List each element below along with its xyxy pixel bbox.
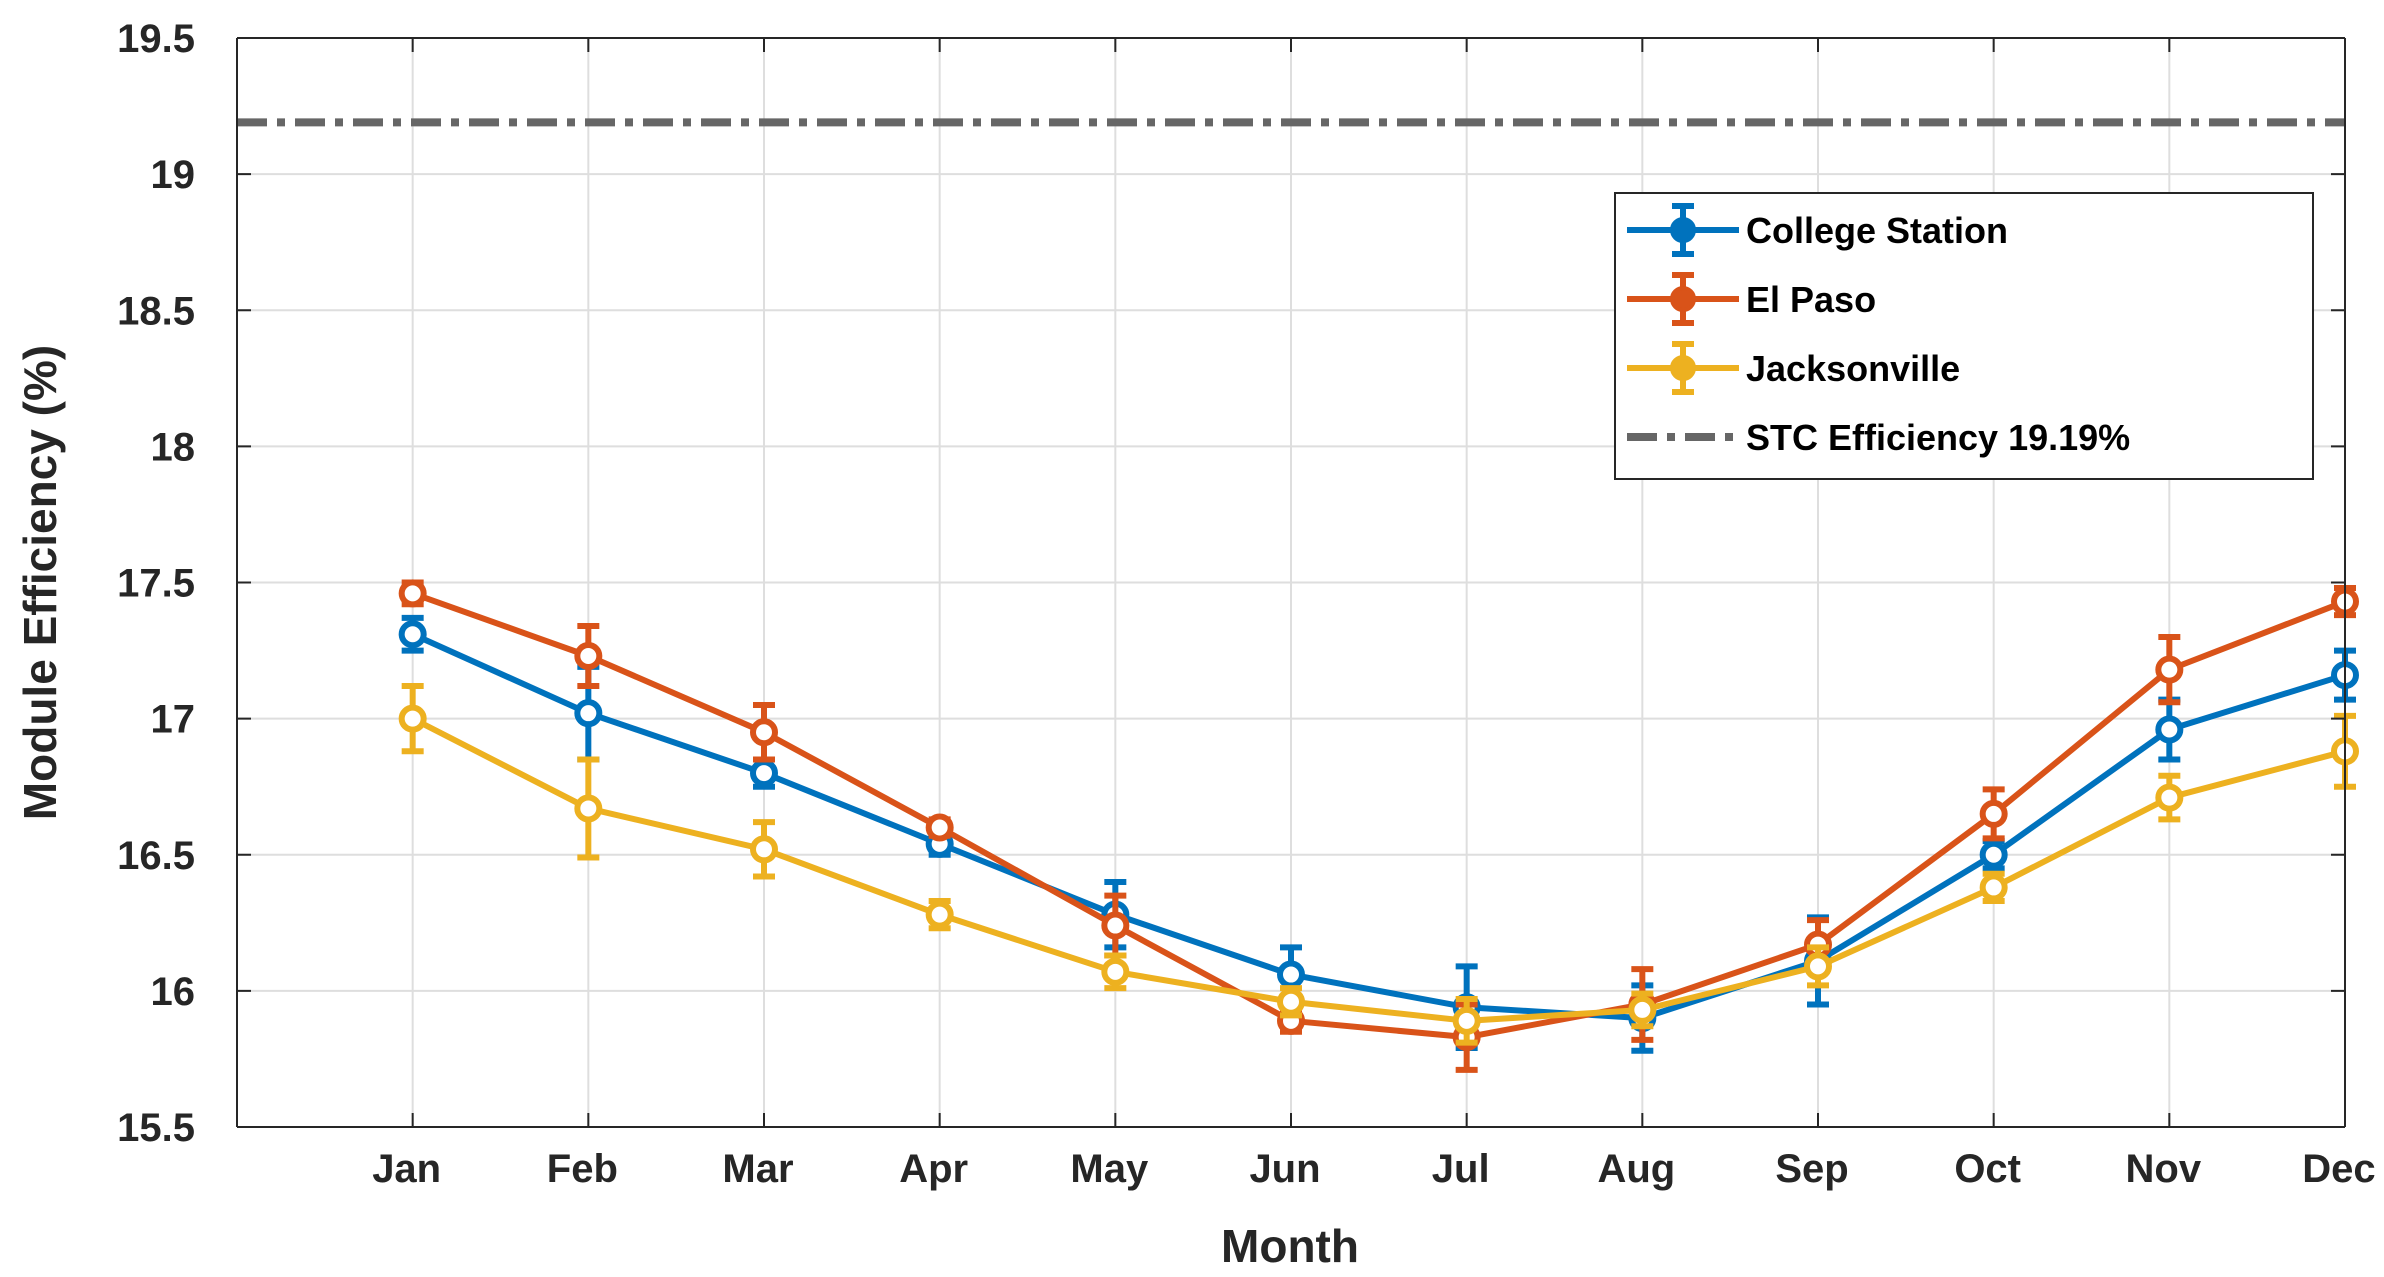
x-tick-label: Aug <box>1597 1147 1675 1191</box>
y-tick-label: 17 <box>151 698 196 742</box>
data-point <box>1979 873 2008 902</box>
data-point <box>574 794 603 823</box>
legend-entry-stc: STC Efficiency 19.19% <box>1627 417 2130 458</box>
legend-swatch-marker <box>1670 286 1696 312</box>
data-point <box>2155 655 2184 684</box>
y-tick-label: 15.5 <box>117 1106 195 1150</box>
y-tick-label: 18.5 <box>117 289 195 333</box>
x-tick-label: Jul <box>1432 1147 1490 1191</box>
data-point <box>398 704 427 733</box>
x-tick-label: Mar <box>722 1147 793 1191</box>
x-tick-label: Apr <box>899 1147 968 1191</box>
data-point <box>1628 995 1657 1024</box>
legend-label: College Station <box>1746 210 2008 251</box>
data-point <box>750 759 778 788</box>
y-tick-label: 17.5 <box>117 562 195 606</box>
legend-label: STC Efficiency 19.19% <box>1746 417 2130 458</box>
data-point <box>1101 911 1130 940</box>
x-tick-label: Nov <box>2126 1147 2202 1191</box>
data-point <box>2155 783 2184 812</box>
legend-entry-college-station: College Station <box>1627 203 2008 257</box>
legend-box <box>1614 192 2314 480</box>
x-tick-label: Dec <box>2302 1147 2375 1191</box>
data-point <box>1101 957 1130 986</box>
tick-labels: 15.5 16 16.5 17 17.5 18 18.5 19 19.5 Jan Feb Mar Apr… <box>117 17 2376 1191</box>
series-jacksonville <box>398 682 2359 1046</box>
x-tick-label: Jan <box>372 1147 441 1191</box>
legend-entry-jacksonville: Jacksonville <box>1627 341 1960 395</box>
data-point <box>398 579 427 608</box>
y-tick-label: 18 <box>151 425 196 469</box>
series-line-college-station <box>411 631 2346 1022</box>
series-line-el-paso <box>411 590 2347 1041</box>
data-point <box>1804 952 1832 981</box>
data-point <box>1979 799 2008 828</box>
y-tick-label: 16 <box>151 970 196 1014</box>
x-tick-label: Oct <box>1954 1147 2021 1191</box>
series-line-jacksonville <box>411 715 2346 1024</box>
x-tick-label: Feb <box>547 1147 618 1191</box>
legend-label: Jacksonville <box>1746 348 1960 389</box>
data-point <box>1452 1006 1481 1035</box>
data-point <box>574 642 603 671</box>
legend-entry-el-paso: El Paso <box>1627 272 1876 326</box>
data-point <box>574 699 603 728</box>
x-tick-label: Sep <box>1775 1147 1848 1191</box>
x-tick-label: May <box>1070 1147 1149 1191</box>
data-point <box>750 718 778 747</box>
y-tick-label: 16.5 <box>117 834 195 878</box>
y-axis-label: Module Efficiency (%) <box>14 345 66 820</box>
legend: College Station El Paso Jacksonville STC Ef… <box>1614 192 2314 480</box>
data-point <box>1277 960 1305 989</box>
series-group <box>398 579 2359 1073</box>
legend-swatch-marker <box>1670 217 1696 243</box>
data-point <box>1979 840 2008 869</box>
data-point <box>398 620 427 649</box>
data-point <box>1277 987 1305 1016</box>
y-tick-label: 19 <box>151 153 196 197</box>
data-point <box>750 835 778 864</box>
data-point <box>925 813 954 842</box>
y-tick-label: 19.5 <box>117 17 195 61</box>
axes <box>236 37 2346 1128</box>
data-point <box>925 900 954 929</box>
legend-swatch-marker <box>1670 355 1696 381</box>
legend-label: El Paso <box>1746 279 1876 320</box>
data-point <box>2155 715 2184 744</box>
x-tick-label: Jun <box>1249 1147 1320 1191</box>
x-axis-label: Month <box>1221 1220 1359 1272</box>
